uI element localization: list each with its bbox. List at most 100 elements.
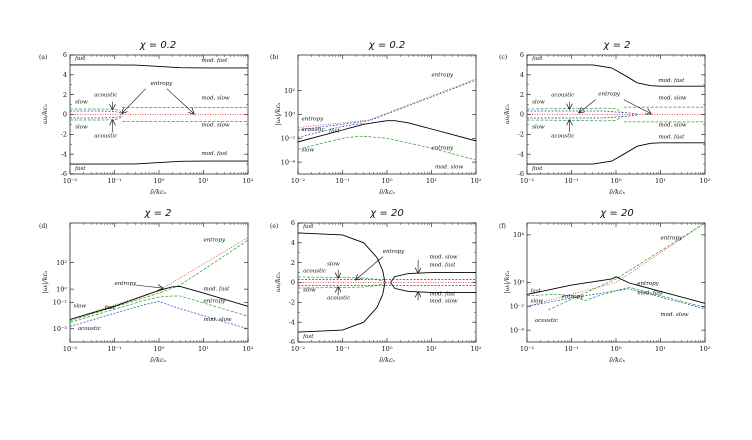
annotation-label: entropy — [151, 81, 173, 87]
annotation-arrow — [356, 256, 383, 280]
series-line — [70, 239, 248, 322]
annotation-label: slow — [327, 262, 340, 268]
panel-e-series-group — [298, 232, 476, 333]
annotation-label: slow — [531, 299, 544, 305]
x-tick-label: 10⁰ — [611, 177, 622, 185]
panel-e-ylabel: ωₖ/kcₛ — [274, 272, 282, 292]
annotation-label: fast — [531, 166, 543, 172]
annotation-label: slow — [532, 100, 545, 106]
panel-a-xlabel: ν̃/kcₛ — [150, 187, 166, 196]
annotation-label: acoustic — [94, 133, 117, 139]
y-tick-label: 0 — [63, 111, 67, 119]
annotation-label: acoustic — [551, 133, 574, 139]
annotation-label: fast — [530, 288, 542, 294]
x-tick-label: 10⁻² — [291, 345, 306, 353]
x-tick-label: 10² — [471, 345, 482, 353]
y-tick-label: 10⁻¹ — [53, 299, 68, 307]
annotation-label: slow — [532, 124, 545, 130]
series-line — [298, 232, 386, 283]
series-line — [527, 286, 705, 308]
annotation-label: acoustic — [94, 93, 117, 99]
series-line — [527, 107, 624, 114]
annotation-label: mod. slow — [658, 96, 686, 102]
y-tick-label: 6 — [291, 219, 295, 227]
panel-c-label: (c) — [499, 54, 507, 61]
y-tick-label: 4 — [520, 71, 524, 79]
annotation-label: mod. fast — [201, 151, 228, 157]
panel-d-label: (d) — [39, 223, 48, 230]
panel-c-frame — [526, 54, 706, 175]
series-line — [70, 110, 123, 115]
annotation-label: slow — [74, 304, 87, 310]
y-tick-label: 0 — [291, 279, 295, 287]
y-tick-label: 10⁻⁴ — [281, 158, 296, 166]
annotation-label: mod. fast — [658, 134, 685, 140]
annotation-label: slow — [303, 287, 316, 293]
y-tick-label: 2 — [520, 91, 524, 99]
annotation-label: fast — [531, 56, 543, 62]
annotation-label: slow — [302, 147, 315, 153]
series-line — [390, 272, 476, 283]
panel-d-xlabel: ν̃/kcₛ — [150, 355, 166, 364]
x-tick-label: 10⁻² — [520, 177, 535, 185]
series-line — [527, 114, 638, 119]
x-tick-label: 10¹ — [655, 177, 666, 185]
panel-a-ylabel: ωₖ/kcₛ — [41, 104, 49, 124]
annotation-label: mod. fast — [429, 291, 456, 297]
panel-d: χ = 2 (d) ν̃/kcₛ |ωᵢ|/kcₛ 10⁻² 10⁻¹ 10⁰ 10¹… — [39, 208, 254, 364]
annotation-label: acoustic — [327, 295, 350, 301]
panel-e-title: χ = 20 — [369, 208, 403, 219]
x-tick-label: 10² — [243, 177, 254, 185]
annotation-label: acoustic — [551, 93, 574, 99]
panel-e-xlabel: ν̃/kcₛ — [379, 355, 395, 364]
y-tick-label: 2 — [291, 259, 295, 267]
panel-b-label: (b) — [270, 54, 279, 61]
annotation-label: entropy — [383, 249, 405, 255]
y-tick-label: 10⁰ — [284, 111, 295, 119]
series-line — [70, 300, 248, 330]
series-line — [70, 108, 123, 114]
series-line — [298, 135, 476, 161]
annotation-label: mod. fast — [201, 58, 228, 64]
annotation-label: entropy — [432, 73, 454, 79]
panel-b-series-group — [298, 78, 476, 161]
annotation-label: fast — [328, 129, 340, 135]
y-tick-label: 4 — [63, 71, 67, 79]
annotation-label: entropy — [562, 294, 584, 300]
series-line — [70, 237, 248, 320]
annotation-label: acoustic — [303, 269, 326, 275]
series-line — [527, 115, 624, 122]
series-line — [298, 120, 476, 143]
annotation-label: mod. fast — [429, 263, 456, 269]
annotation-label: mod. slow — [201, 122, 229, 128]
x-tick-label: 10⁻¹ — [335, 177, 350, 185]
y-tick-label: 10⁻² — [281, 135, 296, 143]
annotation-label: entropy — [204, 298, 226, 304]
y-tick-label: 4 — [291, 239, 295, 247]
x-tick-label: 10¹ — [655, 345, 666, 353]
series-line — [70, 115, 123, 121]
annotation-label: mod. fast — [658, 78, 685, 84]
annotation-label: acoustic — [302, 127, 325, 133]
y-tick-label: -4 — [61, 150, 67, 158]
series-line — [298, 276, 388, 283]
panel-d-ylabel: |ωᵢ|/kcₛ — [41, 271, 49, 294]
annotation-label: fast — [74, 166, 86, 172]
series-line — [298, 123, 364, 138]
panel-f-series-group — [527, 223, 705, 311]
annotation-label: fast — [302, 224, 314, 230]
annotation-label: slow — [75, 100, 88, 106]
y-tick-label: 10⁰ — [513, 279, 524, 287]
x-tick-label: 10⁻¹ — [107, 345, 122, 353]
annotation-label: fast — [302, 334, 314, 340]
x-tick-label: 10⁻² — [63, 177, 78, 185]
annotation-label: mod. slow — [435, 164, 463, 170]
y-tick-label: 0 — [520, 111, 524, 119]
panel-a: χ = 0.2 (a) ν̃/kcₛ ωₖ/kcₛ 10⁻² 10⁻¹ 10⁰ 10¹… — [39, 40, 254, 196]
panel-f-title: χ = 20 — [599, 208, 633, 219]
annotation-label: slow — [75, 124, 88, 130]
annotation-arrow — [579, 99, 596, 113]
x-tick-label: 10⁰ — [154, 177, 165, 185]
annotation-label: acoustic — [535, 318, 558, 324]
